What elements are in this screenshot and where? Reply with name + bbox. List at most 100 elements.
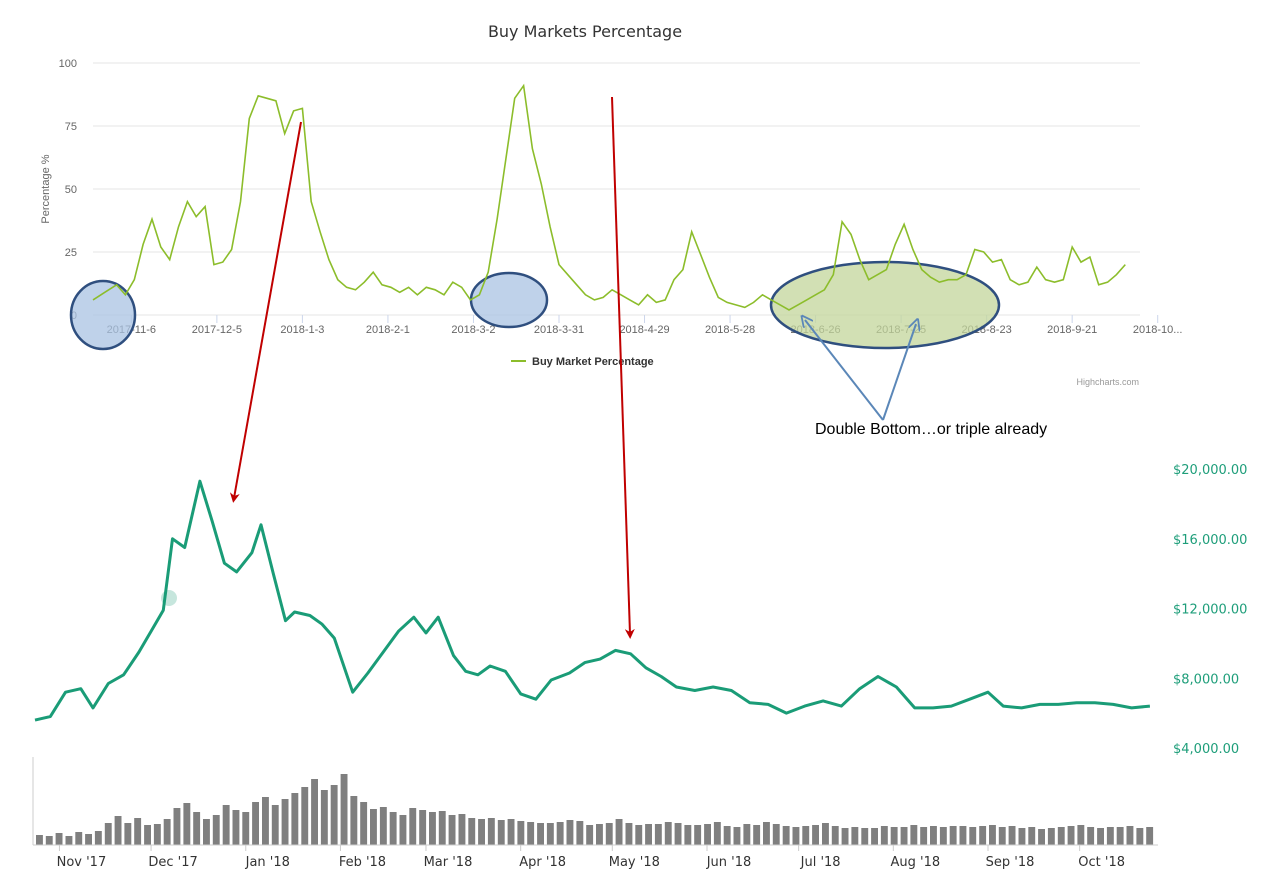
volume-bar xyxy=(65,836,73,845)
volume-bar xyxy=(851,827,859,845)
volume-bar xyxy=(645,824,652,845)
volume-bar xyxy=(910,825,918,845)
volume-bar xyxy=(203,819,210,845)
date-ticks: Nov '17 Dec '17 Jan '18 Feb '18 Mar '18 Apr '… xyxy=(57,845,1125,870)
top-x-tick-label: 2018-2-1 xyxy=(366,324,410,336)
date-tick-label: Jun '18 xyxy=(706,855,752,870)
volume-bar xyxy=(989,825,996,845)
volume-bar xyxy=(1106,827,1114,845)
volume-bar xyxy=(419,810,427,845)
legend-label[interactable]: Buy Market Percentage xyxy=(532,356,654,368)
volume-bar xyxy=(232,810,240,845)
volume-bar xyxy=(527,822,535,845)
top-x-tick-label: 2018-3-2 xyxy=(451,324,495,336)
buy-market-percentage-line xyxy=(92,83,1126,311)
volume-bars xyxy=(36,774,1154,845)
volume-bar xyxy=(1028,827,1036,845)
volume-bar xyxy=(998,827,1006,845)
volume-bar xyxy=(311,779,318,845)
volume-bar xyxy=(635,825,643,845)
volume-bar xyxy=(85,834,92,845)
volume-bar xyxy=(370,809,377,845)
volume-bar xyxy=(517,821,525,845)
volume-bar xyxy=(173,808,181,845)
volume-bar xyxy=(1146,827,1154,845)
volume-bar xyxy=(429,812,436,845)
volume-bar xyxy=(360,802,368,845)
red-arrow-left xyxy=(229,121,302,503)
blue-arrow-left xyxy=(805,320,884,421)
volume-bar xyxy=(1116,827,1124,845)
top-x-tick-label: 2018-5-28 xyxy=(705,324,755,336)
top-x-tick-label: 2018-4-29 xyxy=(619,324,669,336)
blue-circle-middle xyxy=(469,271,549,329)
volume-bar xyxy=(969,827,977,845)
volume-bar xyxy=(458,814,466,845)
price-line xyxy=(34,479,1151,722)
volume-bar xyxy=(871,828,878,845)
red-arrow-right xyxy=(611,96,635,639)
volume-bar xyxy=(399,815,407,845)
price-y-tick-label: $12,000.00 xyxy=(1173,603,1247,618)
top-chart-title: Buy Markets Percentage xyxy=(488,22,682,41)
volume-bar xyxy=(1136,828,1144,845)
volume-bar xyxy=(674,823,682,845)
volume-bar xyxy=(271,805,279,845)
volume-bar xyxy=(704,824,711,845)
volume-bar xyxy=(212,815,220,845)
volume-bar xyxy=(1038,829,1045,845)
price-y-tick-label: $4,000.00 xyxy=(1173,742,1239,757)
volume-bar xyxy=(694,825,702,845)
volume-bar xyxy=(36,835,43,845)
volume-bar xyxy=(163,819,171,845)
volume-bar xyxy=(1077,825,1085,845)
volume-bar xyxy=(812,825,819,845)
volume-bar xyxy=(291,793,299,845)
volume-bar xyxy=(1126,826,1134,845)
volume-bar xyxy=(723,826,731,845)
volume-bar xyxy=(890,827,898,845)
volume-bar xyxy=(939,827,947,845)
volume-bar xyxy=(566,820,574,845)
volume-bar xyxy=(104,823,112,845)
volume-bar xyxy=(124,823,132,845)
volume-bar xyxy=(831,826,839,845)
top-x-tick-label: 2018-9-21 xyxy=(1047,324,1097,336)
volume-bar xyxy=(438,811,446,845)
volume-bar xyxy=(861,828,869,845)
volume-bar xyxy=(546,823,554,845)
date-tick-label: May '18 xyxy=(609,855,660,870)
top-y-tick-label: 75 xyxy=(65,121,77,133)
volume-bar xyxy=(350,796,358,845)
date-tick-label: Oct '18 xyxy=(1078,855,1125,870)
volume-bar xyxy=(1057,827,1065,845)
date-tick-label: Aug '18 xyxy=(890,855,940,870)
volume-bar xyxy=(772,824,780,845)
date-tick-label: Sep '18 xyxy=(986,855,1035,870)
volume-bar xyxy=(153,824,161,845)
date-tick-label: Feb '18 xyxy=(339,855,386,870)
hover-marker xyxy=(161,590,177,606)
volume-bar xyxy=(281,799,289,845)
top-chart-y-ticks: 1007550250 xyxy=(59,58,77,322)
volume-bar xyxy=(478,819,485,845)
date-tick-label: Nov '17 xyxy=(57,855,107,870)
volume-bar xyxy=(1047,828,1055,845)
volume-bar xyxy=(743,824,751,845)
highcharts-credit[interactable]: Highcharts.com xyxy=(1076,377,1139,387)
volume-bar xyxy=(487,818,495,845)
top-x-tick-label: 2017-12-5 xyxy=(192,324,242,336)
volume-bar xyxy=(379,807,387,845)
volume-bar xyxy=(763,822,770,845)
price-y-ticks: $20,000.00 $16,000.00 $12,000.00 $8,000.00 $… xyxy=(1173,463,1247,757)
volume-bar xyxy=(94,831,102,845)
volume-bar xyxy=(222,805,230,845)
volume-bar xyxy=(75,832,83,845)
volume-bar xyxy=(1067,826,1075,845)
volume-bar xyxy=(537,823,544,845)
price-y-tick-label: $20,000.00 xyxy=(1173,463,1247,478)
volume-bar xyxy=(242,812,250,845)
top-chart-y-axis-title: Percentage % xyxy=(40,154,52,223)
volume-bar xyxy=(605,823,613,845)
volume-bar xyxy=(252,802,259,845)
